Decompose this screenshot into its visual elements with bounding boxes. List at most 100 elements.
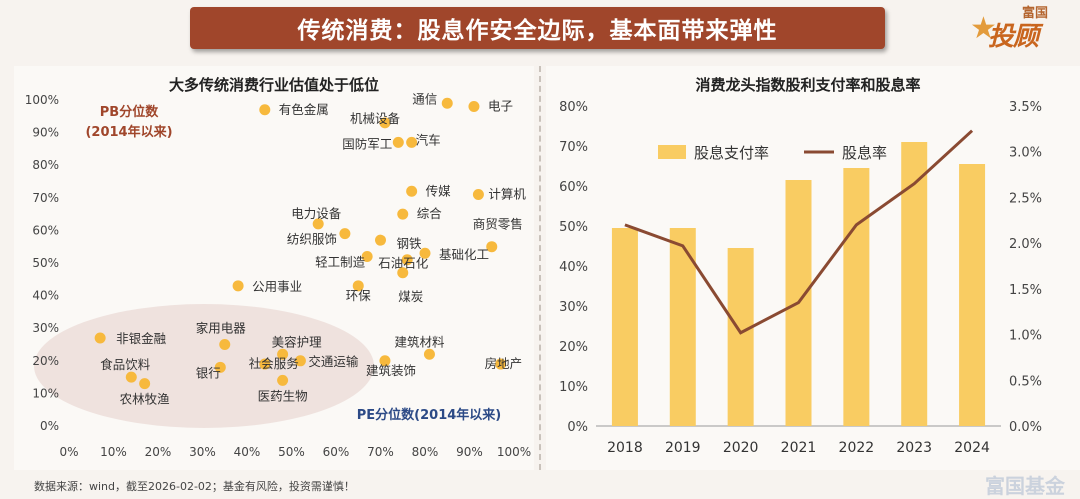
right-y-tick-label: 3.5% [1009,100,1042,115]
scatter-point [419,247,431,259]
y-tick-label: 90% [32,126,59,140]
scatter-point [379,117,391,129]
scatter-point-label: 医药生物 [258,388,308,403]
scatter-point-label: 通信 [412,91,437,106]
scatter-point-label: 纺织服饰 [287,232,337,247]
scatter-point-label: 电子 [488,99,513,114]
scatter-point [401,254,413,266]
scatter-point [392,136,404,148]
y-tick-label: 40% [32,289,59,303]
scatter-point-label: 商贸零售 [473,217,523,232]
page-title-banner: 传统消费：股息作安全边际，基本面带来弹性 [190,7,885,49]
scatter-point-label: 机械设备 [350,111,401,126]
right-y-tick-label: 2.5% [1009,191,1042,206]
scatter-point-label: 基础化工 [439,247,489,262]
scatter-point-label: 石油石化 [378,256,429,271]
x-tick-label: 2019 [665,440,701,456]
legend-label-bar: 股息支付率 [694,144,769,162]
scatter-point-label: 国防军工 [342,136,392,151]
left-y-tick-label: 40% [559,260,588,275]
x-tick-label: 2020 [723,440,759,456]
scatter-point [139,378,151,390]
scatter-chart: 大多传统消费行业估值处于低位 PB分位数 (2014年以来) PE分位数(2014年以… [25,76,531,459]
scatter-point [219,339,231,350]
scatter-point-label: 公用事业 [252,279,302,294]
left-y-tick-label: 60% [559,180,588,195]
right-y-tick-label: 0.5% [1009,374,1042,389]
dividend-yield-line [624,129,974,335]
scatter-point [495,358,507,370]
brand-logo: ★ 富国 投顾 [960,2,1075,52]
y-tick-label: 10% [32,386,59,400]
y-tick-label: 70% [32,191,59,205]
scatter-point [397,267,409,279]
scatter-point [232,280,244,292]
x-tick-label: 10% [100,445,127,459]
right-y-tick-label: 1.0% [1009,329,1042,344]
scatter-point-label: 计算机 [488,187,526,202]
scatter-point [472,189,484,201]
legend-swatch-bar [658,145,686,159]
watermark: 富国基金 [985,474,1065,498]
x-tick-label: 20% [145,445,172,459]
scatter-point [406,185,418,197]
x-tick-label: 80% [412,445,439,459]
x-tick-label: 50% [278,445,305,459]
left-y-tick-label: 0% [567,420,588,435]
x-tick-label: 90% [456,445,483,459]
legend-label-line: 股息率 [842,144,887,162]
bar-line-chart: 消费龙头指数股利支付率和股息率 0% 10% 20% 30% 40% 50% 60% 70% 80… [559,76,1042,456]
scatter-point-label: 电力设备 [291,206,342,221]
scatter-point [423,348,435,360]
scatter-point-label: 轻工制造 [315,254,366,269]
x-axis-label: PE分位数(2014年以来) [357,407,501,423]
scatter-point [312,218,324,230]
bar-panel: 消费龙头指数股利支付率和股息率 0% 10% 20% 30% 40% 50% 60% 70% 80… [546,66,1080,470]
bar [959,164,986,426]
scatter-point [277,374,289,386]
scatter-point [468,101,480,113]
right-y-tick-label: 2.0% [1009,237,1042,252]
scatter-point [94,332,106,344]
left-y-tick-label: 30% [559,300,588,315]
scatter-point [125,371,137,383]
scatter-point-label: 煤炭 [398,289,423,304]
scatter-point-label: 钢铁 [397,236,423,251]
scatter-point-label: 环保 [346,288,372,303]
scatter-point [486,241,498,253]
scatter-point [294,355,306,367]
scatter-point-label: 家用电器 [196,321,247,336]
scatter-point [259,358,271,370]
scatter-point [352,280,364,292]
bar [727,248,754,426]
y-tick-label: 30% [32,321,59,335]
y-axis-label-line1: PB分位数 [100,104,159,120]
scatter-point-label: 有色金属 [279,102,329,117]
scatter-point-label: 建筑装饰 [366,363,416,378]
x-tick-label: 2023 [896,440,932,456]
x-tick-label: 30% [189,445,216,459]
scatter-panel: 大多传统消费行业估值处于低位 PB分位数 (2014年以来) PE分位数(2014年以… [14,66,534,470]
low-valuation-zone [34,304,374,428]
right-y-tick-label: 0.0% [1009,420,1042,435]
bar [843,168,870,426]
scatter-point [259,104,271,116]
x-tick-label: 60% [323,445,350,459]
scatter-point [214,361,226,373]
scatter-point-label: 银行 [196,365,221,380]
x-tick-label: 40% [234,445,261,459]
x-tick-label: 2022 [839,440,875,456]
scatter-point [361,250,373,262]
x-tick-label: 2021 [781,440,817,456]
y-axis-label-line2: (2014年以来) [85,124,172,140]
left-y-tick-label: 50% [559,220,588,235]
y-tick-label: 60% [32,223,59,237]
left-y-tick-label: 80% [559,100,588,115]
scatter-point-label: 美容护理 [272,334,323,349]
scatter-point [339,228,351,240]
scatter-point-label: 综合 [417,206,443,221]
brand-top-text: 富国 [1022,6,1049,21]
brand-main-text: 投顾 [988,22,1039,52]
right-y-tick-label: 1.5% [1009,283,1042,298]
scatter-point [375,234,386,246]
